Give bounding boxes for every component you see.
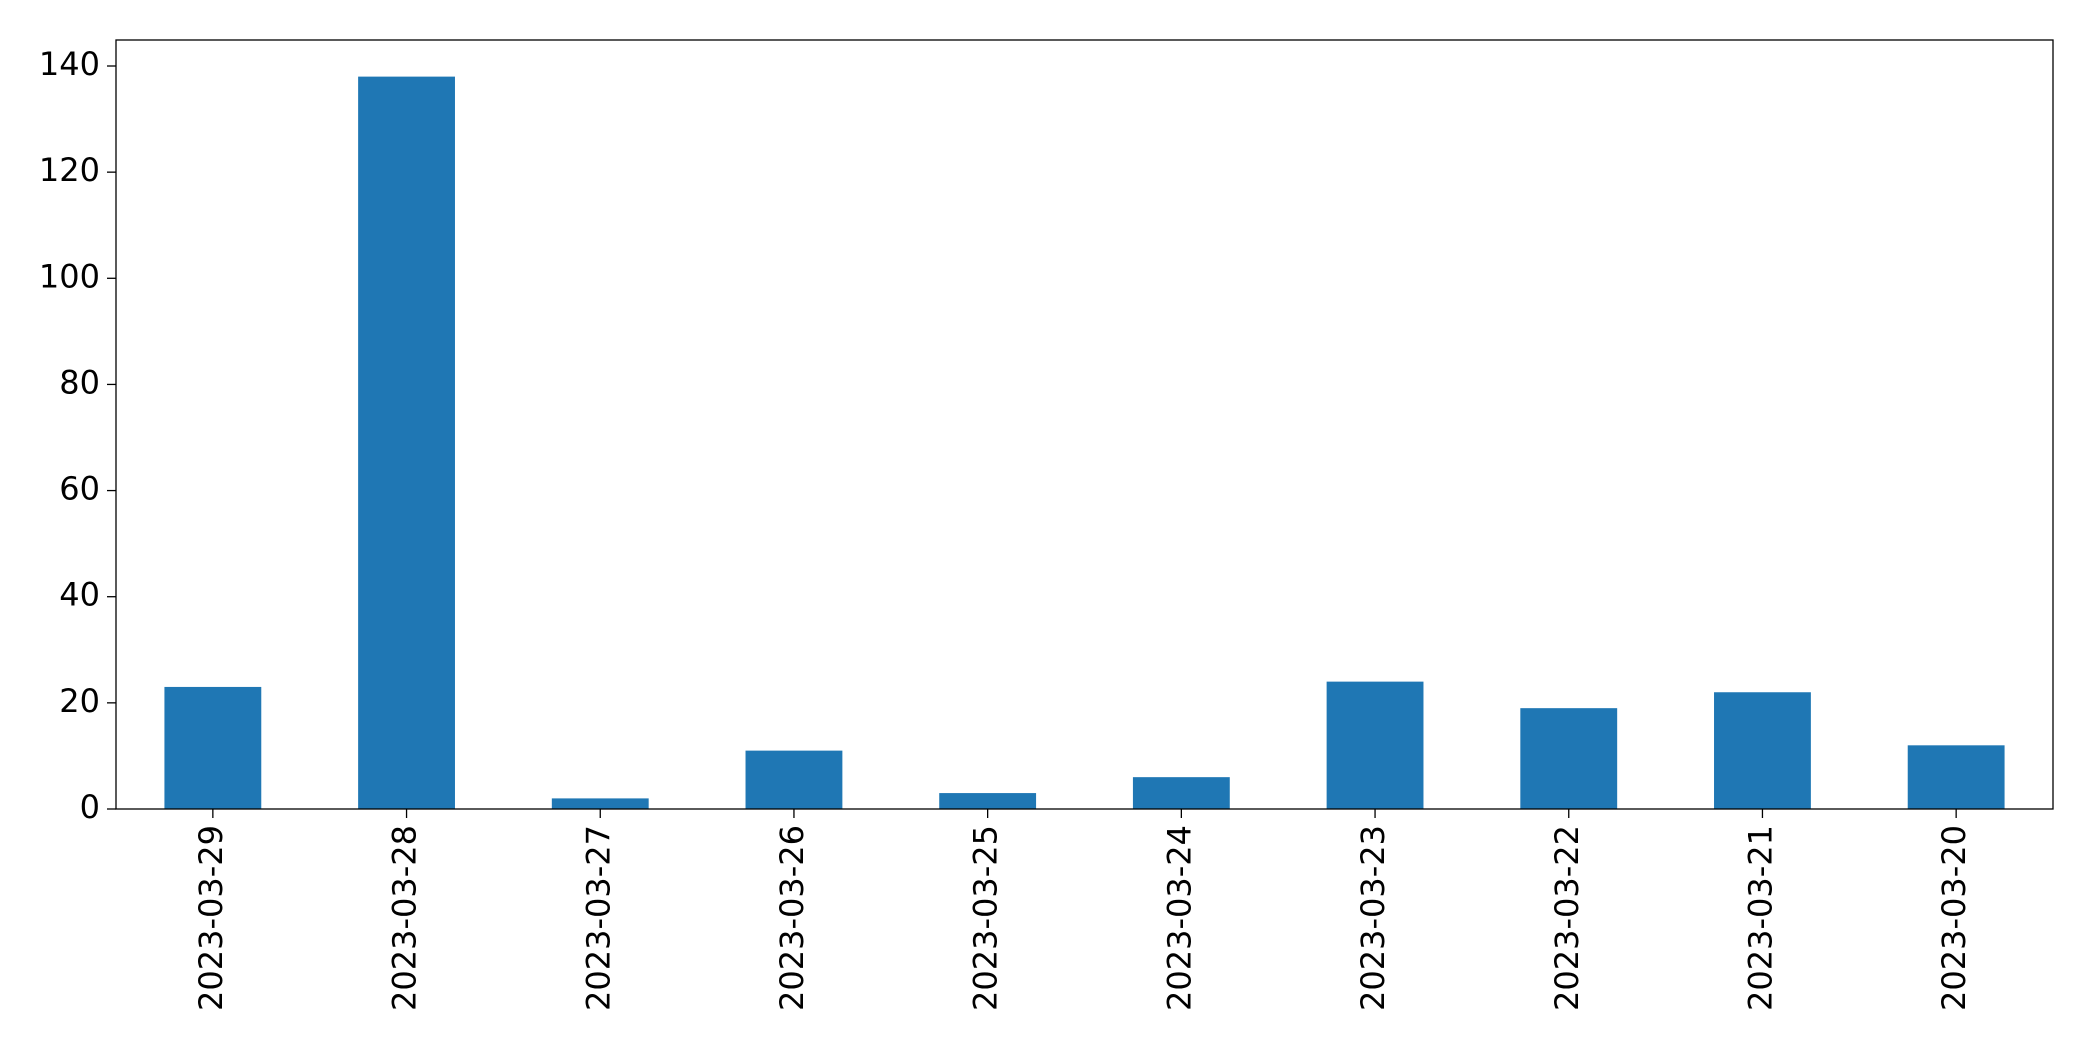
y-tick-label: 40 [59, 576, 100, 614]
x-tick-label: 2023-03-20 [1935, 825, 1973, 1011]
y-tick-label: 20 [59, 682, 100, 720]
x-tick-label: 2023-03-26 [773, 825, 811, 1011]
bar [551, 798, 649, 809]
bar [1520, 708, 1618, 809]
bar [1907, 745, 2005, 809]
y-tick-label: 100 [39, 257, 100, 295]
x-tick-label: 2023-03-29 [192, 825, 230, 1011]
bar [358, 76, 455, 810]
bar [745, 750, 843, 809]
x-tick-label: 2023-03-28 [386, 825, 424, 1011]
y-tick-label: 0 [80, 788, 100, 826]
x-tick-label: 2023-03-23 [1354, 825, 1392, 1011]
x-tick-label: 2023-03-24 [1160, 825, 1198, 1011]
y-tick-label: 80 [59, 363, 100, 401]
x-tick-label: 2023-03-25 [967, 825, 1005, 1011]
bar [1132, 777, 1230, 809]
bar [1714, 692, 1811, 809]
y-tick-label: 120 [39, 151, 100, 189]
x-tick-label: 2023-03-21 [1741, 825, 1779, 1011]
bar [1326, 681, 1424, 809]
bar [939, 793, 1037, 809]
y-tick-label: 140 [39, 45, 100, 83]
y-tick-label: 60 [59, 470, 100, 508]
x-tick-label: 2023-03-22 [1548, 825, 1586, 1011]
x-tick-label: 2023-03-27 [579, 825, 617, 1011]
bar [164, 686, 262, 809]
plot-frame [115, 39, 2054, 810]
